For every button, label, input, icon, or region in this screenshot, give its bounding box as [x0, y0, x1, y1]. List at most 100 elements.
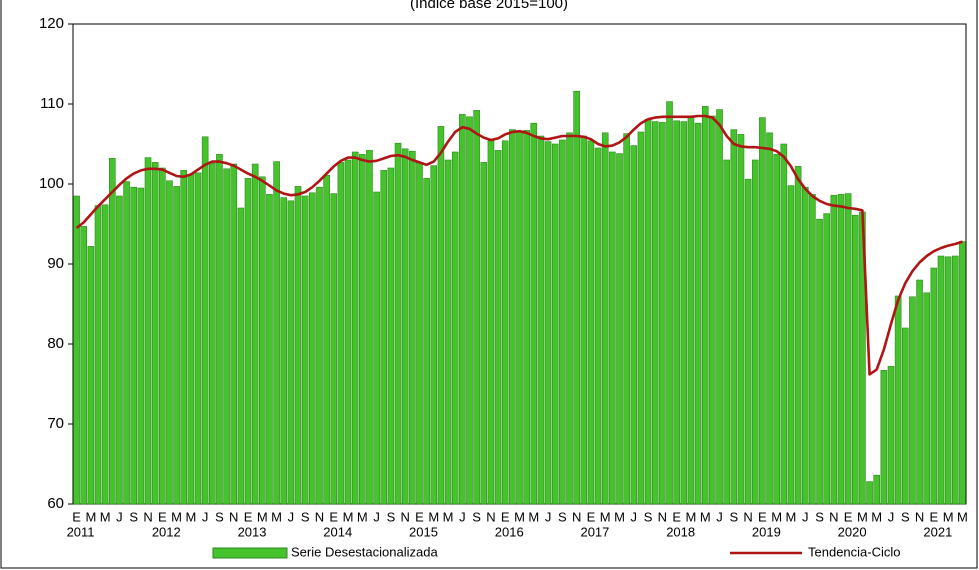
bar [266, 194, 273, 505]
x-tick-label: M [528, 509, 539, 524]
bar [916, 279, 923, 505]
bar [237, 207, 245, 505]
bar [137, 187, 145, 505]
x-tick-label: S [472, 509, 481, 524]
bar [637, 131, 645, 505]
bar [101, 204, 109, 505]
x-tick-label: M [686, 509, 697, 524]
bar [537, 135, 545, 505]
x-tick-label: J [459, 509, 466, 524]
bar [466, 116, 473, 505]
bar [866, 481, 873, 505]
x-tick-label: M [871, 509, 882, 524]
bar [744, 178, 752, 505]
x-year-label: 2017 [580, 524, 609, 539]
bar [701, 106, 709, 505]
bar [330, 193, 338, 505]
bar [487, 140, 495, 505]
bar [551, 143, 559, 505]
x-tick-label: S [815, 509, 824, 524]
bar [180, 170, 188, 505]
bar [144, 157, 152, 505]
x-tick-label: N [829, 509, 838, 524]
bar [251, 163, 259, 505]
bar [780, 143, 788, 505]
bar [451, 151, 459, 505]
x-tick-label: M [100, 509, 111, 524]
bar [737, 134, 745, 505]
x-tick-label: E [72, 509, 81, 524]
bar [959, 241, 966, 505]
bar [716, 109, 723, 505]
x-tick-label: S [215, 509, 224, 524]
bar [287, 200, 295, 505]
bar [151, 162, 159, 505]
bar [659, 122, 666, 505]
x-tick-label: M [700, 509, 711, 524]
x-tick-label: E [844, 509, 853, 524]
bar [351, 151, 359, 505]
x-tick-label: E [672, 509, 681, 524]
x-year-label: 2018 [666, 524, 695, 539]
bar [873, 474, 881, 505]
bar [566, 132, 573, 505]
chart-subtitle: (Índice base 2015=100) [410, 0, 568, 12]
x-tick-label: J [888, 509, 895, 524]
bar [766, 132, 773, 505]
bar [837, 194, 845, 505]
x-tick-label: J [373, 509, 380, 524]
bar [594, 147, 602, 505]
x-tick-label: M [343, 509, 354, 524]
bar [494, 150, 502, 505]
bar [759, 117, 766, 505]
bar [187, 174, 195, 505]
x-tick-label: E [329, 509, 338, 524]
x-tick-label: M [357, 509, 368, 524]
bar [923, 292, 931, 505]
y-tick-label: 80 [47, 335, 64, 352]
bar [844, 193, 852, 505]
bar [216, 154, 223, 505]
bar [316, 186, 323, 505]
bar [887, 366, 895, 505]
x-tick-label: S [387, 509, 396, 524]
x-tick-label: E [244, 509, 253, 524]
bar [573, 90, 580, 505]
x-tick-label: J [802, 509, 809, 524]
y-tick-label: 100 [39, 175, 64, 192]
bar [694, 122, 702, 505]
bar [359, 154, 366, 505]
bar [801, 186, 809, 505]
bar [880, 370, 888, 505]
bar [230, 163, 238, 505]
bar [559, 139, 566, 505]
bar [80, 226, 88, 505]
bar [73, 195, 80, 505]
bar [309, 192, 316, 505]
x-tick-label: J [288, 509, 295, 524]
x-tick-label: S [301, 509, 310, 524]
bar [944, 256, 952, 505]
x-tick-label: J [631, 509, 638, 524]
x-year-label: 2014 [323, 524, 352, 539]
bar [273, 161, 280, 505]
x-tick-label: J [716, 509, 723, 524]
bar [794, 166, 802, 505]
bar [523, 130, 530, 505]
bar [337, 162, 345, 505]
y-tick-label: 120 [39, 15, 64, 32]
x-tick-label: M [443, 509, 454, 524]
bar [344, 159, 352, 505]
x-year-label: 2020 [838, 524, 867, 539]
bar [280, 197, 288, 505]
bar [937, 255, 945, 505]
bar [373, 191, 380, 505]
bar [930, 267, 938, 505]
x-tick-label: J [545, 509, 552, 524]
x-tick-label: M [428, 509, 439, 524]
bar [709, 115, 716, 505]
bar [437, 126, 445, 505]
bar [809, 194, 816, 505]
legend-label: Tendencia-Ciclo [808, 544, 901, 559]
bar [909, 296, 916, 505]
